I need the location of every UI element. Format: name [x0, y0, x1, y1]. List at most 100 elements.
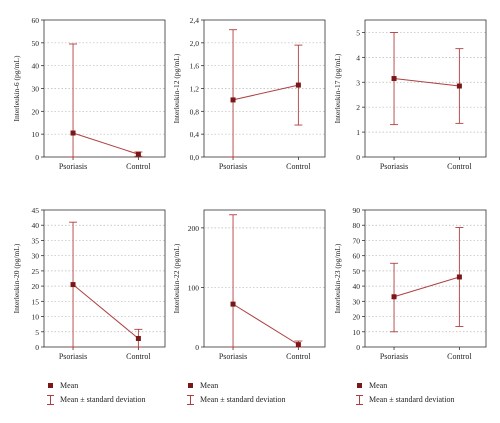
error-bar-icon	[355, 393, 365, 407]
mean-point	[70, 282, 76, 288]
y-tick-label: 40	[32, 221, 40, 230]
x-tick-label: Control	[126, 352, 151, 361]
x-tick-label: Psoriasis	[59, 352, 87, 361]
x-tick-label: Psoriasis	[219, 162, 247, 171]
y-tick-label: 60	[353, 252, 361, 261]
y-tick-label: 80	[353, 221, 361, 230]
y-tick-label: 10	[32, 313, 40, 322]
chart-panel-2: 0,0 0,4 0,8 1,2 1,6 2,0 2,4 Psoriasis Control Int…	[172, 16, 326, 171]
y-tick-label: 40	[353, 282, 361, 291]
y-tick-label: 0,4	[190, 130, 200, 139]
mean-marker-icon	[186, 379, 196, 393]
mean-point	[456, 83, 462, 89]
y-tick-label: 30	[353, 297, 361, 306]
x-tick-label: Psoriasis	[380, 352, 408, 361]
mean-line	[72, 284, 139, 339]
plot-frame	[364, 209, 487, 348]
mean-point	[135, 335, 141, 341]
legend-sd-label: Mean ± standard deviation	[200, 395, 286, 404]
y-tick-label: 5	[35, 328, 39, 337]
y-tick-label: 1	[356, 128, 360, 137]
y-axis-title: Interleukin-6 (pg/mL)	[12, 55, 21, 122]
y-tick-label: 60	[32, 16, 40, 25]
y-tick-label: 10	[353, 328, 361, 337]
y-tick-label: 2,0	[190, 39, 200, 48]
y-tick-label: 50	[32, 39, 40, 48]
y-tick-label: 100	[188, 283, 200, 292]
mean-marker-icon	[46, 379, 56, 393]
y-tick-label: 15	[32, 297, 40, 306]
chart-panel-6: 0 10 20 30 40 50 60 70 80 90 Psoriasis Control Inter…	[333, 206, 487, 361]
chart-panel-5: 0 100 200 Psoriasis Control Interleukin-22 (p…	[172, 209, 326, 361]
y-tick-label: 4	[356, 53, 360, 62]
plot-frame	[364, 19, 487, 158]
y-tick-label: 70	[353, 236, 361, 245]
mean-line	[393, 276, 460, 298]
x-tick-label: Control	[447, 162, 472, 171]
y-tick-label: 90	[353, 206, 361, 215]
mean-point	[295, 82, 301, 88]
x-tick-label: Control	[286, 162, 311, 171]
x-tick-label: Control	[126, 162, 151, 171]
y-axis-title: Interleukin-17 (pg/mL)	[333, 53, 342, 123]
x-tick-label: Control	[447, 352, 472, 361]
y-tick-label: 0	[356, 153, 360, 162]
x-tick-label: Psoriasis	[59, 162, 87, 171]
y-tick-label: 45	[32, 206, 40, 215]
mean-line	[232, 303, 299, 346]
mean-point	[456, 274, 462, 280]
y-tick-label: 2	[356, 103, 360, 112]
mean-line	[72, 132, 139, 155]
y-tick-label: 1,6	[190, 62, 200, 71]
y-tick-label: 40	[32, 62, 40, 71]
y-axis-title: Interleukin-23 (pg/mL)	[333, 243, 342, 313]
y-tick-label: 0,8	[190, 107, 200, 116]
error-bar-icon	[46, 393, 56, 407]
y-tick-label: 50	[353, 267, 361, 276]
y-axis-title: Interleukin-22 (pg/mL)	[172, 243, 181, 313]
y-tick-label: 3	[356, 78, 360, 87]
legend-mean-label: Mean	[200, 381, 219, 390]
y-tick-label: 0	[356, 343, 360, 352]
mean-point	[230, 97, 236, 103]
legend-sd-label: Mean ± standard deviation	[369, 395, 455, 404]
error-bar-icon	[186, 393, 196, 407]
y-tick-label: 35	[32, 236, 40, 245]
mean-point	[135, 151, 141, 157]
mean-point	[70, 130, 76, 136]
chart-panel-4: 0 5 10 15 20 25 30 35 40 45 Psoriasis Control Interl…	[12, 206, 166, 361]
x-tick-label: Psoriasis	[380, 162, 408, 171]
mean-point	[391, 294, 397, 300]
y-tick-label: 20	[32, 107, 40, 116]
y-tick-label: 20	[32, 282, 40, 291]
chart-panel-3: 0 1 2 3 4 5 Psoriasis Control Interleukin-17 (pg…	[333, 19, 487, 171]
plot-frame	[203, 209, 326, 348]
chart-panel-1: 0 10 20 30 40 50 60 Psoriasis Control Interleukin…	[12, 16, 166, 171]
mean-line	[232, 84, 299, 101]
y-tick-label: 200	[188, 224, 200, 233]
mean-point	[230, 301, 236, 307]
y-tick-label: 30	[32, 252, 40, 261]
y-tick-label: 30	[32, 85, 40, 94]
y-tick-label: 25	[32, 267, 40, 276]
y-axis-title: Interleukin-12 (pg/mL)	[172, 53, 181, 123]
x-tick-label: Psoriasis	[219, 352, 247, 361]
legend-mean-label: Mean	[369, 381, 388, 390]
legend-sd-label: Mean ± standard deviation	[60, 395, 146, 404]
y-tick-label: 1,2	[190, 85, 200, 94]
y-tick-label: 0,0	[190, 153, 200, 162]
y-tick-label: 2,4	[190, 16, 200, 25]
mean-point	[391, 76, 397, 82]
y-tick-label: 20	[353, 313, 361, 322]
y-axis-title: Interleukin-20 (pg/mL)	[12, 243, 21, 313]
mean-marker-icon	[355, 379, 365, 393]
plot-frame	[43, 209, 166, 348]
y-tick-label: 0	[35, 343, 39, 352]
y-tick-label: 5	[356, 28, 360, 37]
y-tick-label: 10	[32, 130, 40, 139]
x-tick-label: Control	[286, 352, 311, 361]
y-tick-label: 0	[195, 343, 199, 352]
legend-mean-label: Mean	[60, 381, 79, 390]
mean-line	[393, 78, 460, 87]
